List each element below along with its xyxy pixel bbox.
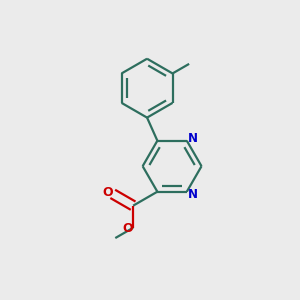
- Text: O: O: [122, 222, 133, 235]
- Text: N: N: [188, 188, 198, 200]
- Text: O: O: [102, 186, 113, 199]
- Text: N: N: [188, 132, 198, 145]
